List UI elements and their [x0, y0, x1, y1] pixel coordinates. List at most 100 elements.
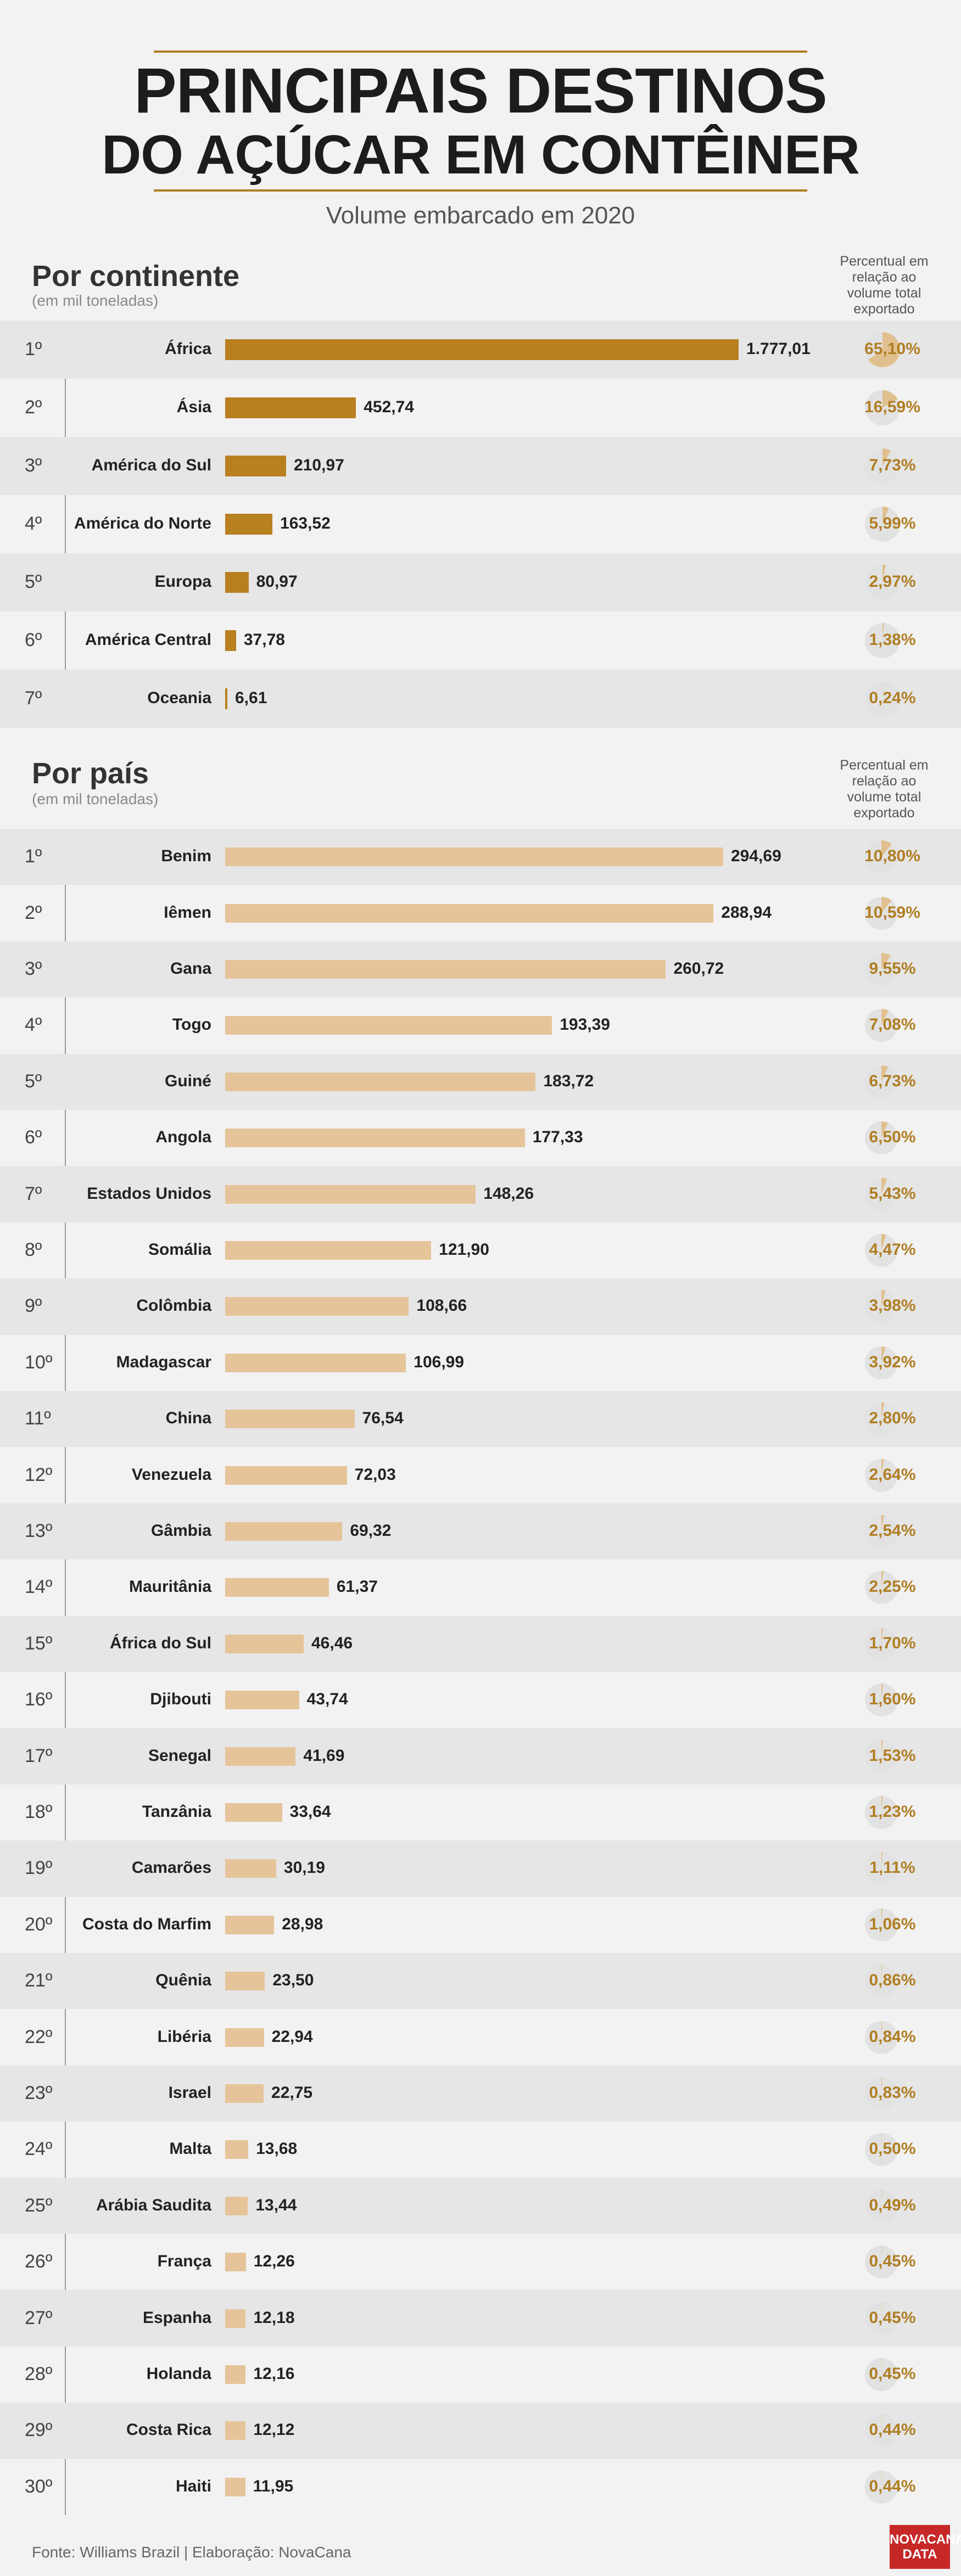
country-row: 22º Libéria 22,94 0,84%: [0, 2009, 961, 2065]
category-label: Costa Rica: [126, 2421, 211, 2439]
category-label: Holanda: [146, 2364, 211, 2383]
country-row: 24º Malta 13,68 0,50%: [0, 2122, 961, 2177]
category-label: Madagascar: [116, 1352, 211, 1371]
value-label: 41,69: [303, 1746, 345, 1765]
percent-label: 0,24%: [869, 689, 916, 707]
rank-label: 19º: [25, 1857, 53, 1879]
country-row: 21º Quênia 23,50 0,86%: [0, 1953, 961, 2010]
percent-pie: [865, 1177, 898, 1211]
bar: [225, 2309, 246, 2328]
pie-slice: [881, 1571, 884, 1588]
value-label: 288,94: [721, 903, 772, 922]
rank-label: 27º: [25, 2307, 53, 2328]
percent-pie: [865, 623, 900, 658]
value-label: 177,33: [532, 1128, 583, 1147]
value-label: 121,90: [439, 1240, 489, 1259]
percent-pie: [865, 1514, 898, 1548]
category-label: Libéria: [157, 2027, 211, 2046]
chart-title-line1: PRINCIPAIS DESTINOS: [134, 55, 827, 126]
percent-label: 0,83%: [869, 2083, 916, 2102]
bar: [225, 2196, 248, 2215]
country-axis-line: [65, 829, 66, 2515]
pie-slice: [881, 840, 892, 857]
bar: [225, 2084, 264, 2103]
value-label: 106,99: [414, 1352, 465, 1371]
percent-pie: [865, 681, 900, 716]
value-label: 452,74: [364, 398, 414, 416]
country-row: 25º Arábia Saudita 13,44 0,49%: [0, 2177, 961, 2234]
percent-label: 16,59%: [864, 398, 920, 416]
continent-section-unit: (em mil toneladas): [32, 292, 159, 309]
category-label: Camarões: [131, 1859, 211, 1877]
country-row: 2º Iêmen 288,94 10,59%: [0, 885, 961, 941]
percent-label: 6,73%: [869, 1071, 916, 1090]
bar: [225, 2140, 249, 2159]
bar: [225, 688, 227, 709]
country-row: 13º Gâmbia 69,32 2,54%: [0, 1503, 961, 1560]
bar: [225, 1185, 476, 1204]
bar: [225, 1297, 409, 1316]
bar: [225, 630, 236, 651]
value-label: 22,75: [271, 2083, 313, 2102]
pie-slice: [881, 1402, 885, 1419]
percent-pie: [865, 896, 898, 930]
country-row: 27º Espanha 12,18 0,45%: [0, 2290, 961, 2347]
rank-label: 16º: [25, 1689, 53, 1710]
value-label: 148,26: [483, 1184, 534, 1203]
category-label: Somália: [148, 1240, 211, 1259]
continent-row: 6º América Central 37,78 1,38%: [0, 611, 961, 670]
category-label: Tanzânia: [142, 1802, 211, 1821]
percent-label: 0,50%: [869, 2140, 916, 2158]
pie-slice: [881, 952, 891, 969]
pie-slice: [882, 507, 889, 524]
bar: [225, 2365, 246, 2384]
value-label: 46,46: [311, 1634, 353, 1652]
pie-slice: [881, 2414, 882, 2431]
country-row: 3º Gana 260,72 9,55%: [0, 941, 961, 998]
category-label: Senegal: [148, 1746, 211, 1765]
rank-label: 25º: [25, 2195, 53, 2216]
rank-label: 5º: [25, 571, 42, 592]
rank-label: 12º: [25, 1464, 53, 1485]
pie-slice: [881, 1458, 884, 1475]
pie-slice: [881, 1514, 884, 1531]
percent-pie: [865, 952, 898, 986]
percent-pie: [865, 2358, 898, 2391]
continent-row: 1º África 1.777,01 65,10%: [0, 321, 961, 379]
value-label: 43,74: [306, 1690, 348, 1709]
percent-pie: [865, 1965, 898, 1998]
rank-label: 8º: [25, 1239, 42, 1260]
category-label: Ásia: [176, 398, 211, 416]
percent-pie: [865, 2021, 898, 2054]
percent-label: 0,45%: [869, 2308, 916, 2327]
continent-row: 7º Oceania 6,61 0,24%: [0, 670, 961, 728]
pie-slice: [881, 2133, 882, 2150]
percent-label: 0,84%: [869, 2027, 916, 2046]
category-label: África do Sul: [109, 1634, 211, 1652]
pie-slice: [881, 2021, 882, 2038]
percent-pie: [865, 1346, 898, 1379]
pie-slice: [881, 896, 892, 913]
value-label: 108,66: [416, 1297, 467, 1315]
continent-row: 2º Ásia 452,74 16,59%: [0, 379, 961, 437]
percent-label: 0,49%: [869, 2196, 916, 2214]
category-label: Costa do Marfim: [82, 1915, 211, 1933]
bar: [225, 572, 249, 593]
percent-pie: [865, 2302, 898, 2335]
pie-slice: [881, 1009, 889, 1026]
pie-slice: [881, 2470, 882, 2487]
category-label: Quênia: [155, 1971, 211, 1990]
logo-line2: DATA: [902, 2547, 937, 2562]
percent-label: 1,60%: [869, 1690, 916, 1709]
continent-row: 4º América do Norte 163,52 5,99%: [0, 495, 961, 553]
rank-label: 28º: [25, 2363, 53, 2384]
percent-label: 0,45%: [869, 2364, 916, 2383]
percent-label: 10,80%: [864, 847, 920, 866]
percent-label: 2,25%: [869, 1578, 916, 1596]
percent-pie: [865, 565, 900, 600]
bar: [225, 456, 286, 476]
percent-label: 1,23%: [869, 1802, 916, 1821]
rank-label: 15º: [25, 1632, 53, 1654]
chart-title-line2: DO AÇÚCAR EM CONTÊINER: [102, 124, 860, 186]
country-row: 12º Venezuela 72,03 2,64%: [0, 1447, 961, 1503]
